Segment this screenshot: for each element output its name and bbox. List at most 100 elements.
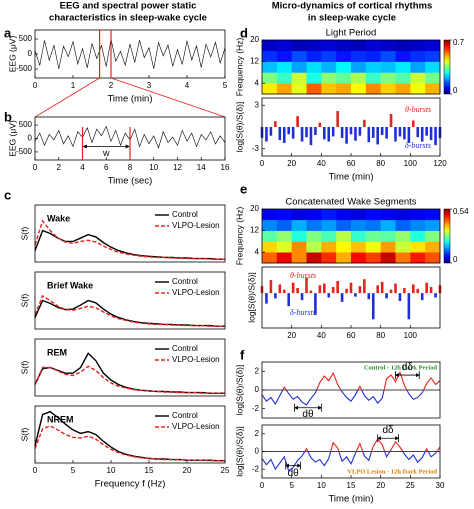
legend-label: VLPO-Lesion [172,355,220,364]
heatmap-cell [395,40,411,52]
heatmap-cell [262,40,278,52]
heatmap-cell [336,40,352,52]
heatmap-cell [306,83,322,95]
heatmap-cell [365,40,381,52]
right-title: in sleep-wake cycle [308,13,396,24]
heatmap-cell [351,252,367,264]
heatmap-cell [425,40,441,52]
x-tick-label: 5 [71,466,76,475]
heatmap-cell [351,61,367,73]
x-tick-label: 20 [376,481,385,490]
x-tick-label: 20 [287,159,296,168]
heatmap-cell [410,40,426,52]
heatmap-cell [276,61,292,73]
heatmap-cell [410,50,426,62]
heatmap-cell [262,230,278,242]
heatmap-cell [380,219,396,231]
burst-label: θ-bursts [405,105,431,114]
x-tick-label: 16 [221,163,230,172]
heatmap-cell [306,252,322,264]
burst-label: δ-bursts [290,308,316,317]
heatmap-cell [336,252,352,264]
panel-label: b [4,109,12,124]
y-axis-label: log[S(θ)/S(δ)] [234,102,244,153]
x-tick-label: 60 [347,159,356,168]
x-tick-label: 0 [33,466,38,475]
chart-title: Concatenated Wake Segments [285,197,416,208]
panel-label: f [240,347,245,362]
heatmap-cell [425,252,441,264]
condition-label: Wake [47,213,70,223]
colorbar [443,208,451,264]
trace-line [34,38,226,70]
x-axis-label: Frequency f (Hz) [95,479,166,490]
heatmap-cell [291,230,307,242]
heatmap-cell [380,241,396,253]
colorbar-label: 0 [453,255,458,264]
y-axis-label: EEG (μV) [7,36,17,73]
heatmap-cell [291,219,307,231]
y-tick-label: 500 [19,120,33,129]
heatmap-cell [410,209,426,221]
interval-label: dδ [383,425,395,436]
interval-label: dδ [402,362,414,373]
x-tick-label: 5 [289,481,294,490]
trace-line [261,438,441,472]
colorbar [443,39,451,95]
spectrum-line [34,229,225,260]
heatmap-cell [262,219,278,231]
heatmap-cell [336,50,352,62]
x-tick-label: 80 [376,159,385,168]
y-tick-label: 4 [255,247,260,256]
heatmap-cell [395,219,411,231]
heatmap-cell [395,241,411,253]
heatmap-cell [306,230,322,242]
heatmap-cell [336,72,352,84]
heatmap-cell [276,83,292,95]
y-tick-label: 4 [255,78,260,87]
heatmap-cell [336,230,352,242]
heatmap-cell [276,50,292,62]
x-tick-label: 40 [317,331,326,340]
x-tick-label: 2 [57,163,62,172]
x-axis-label: Time (min) [328,172,373,183]
panel-label: a [4,25,12,40]
heatmap-cell [425,230,441,242]
heatmap-cell [321,83,337,95]
y-axis-label: S(f) [19,360,29,374]
heatmap-cell [351,40,367,52]
panel-label: d [240,25,248,40]
condition-label: NREM [47,414,74,424]
x-tick-label: 15 [347,481,356,490]
heatmap-cell [380,40,396,52]
y-tick-label: -2 [252,404,260,413]
y-tick-label: 12 [250,226,259,235]
heatmap-cell [425,50,441,62]
heatmap-cell [291,40,307,52]
heatmap-cell [351,241,367,253]
heatmap-cell [291,252,307,264]
heatmap-cell [276,219,292,231]
colorbar-label: 0.7 [453,38,465,47]
colorbar-label: 0 [453,86,458,95]
x-axis-label: Time (sec) [108,176,153,187]
y-tick-label: -3 [252,144,260,153]
heatmap-cell [365,50,381,62]
heatmap-cell [365,241,381,253]
heatmap-cell [365,219,381,231]
legend-label: Control [172,411,198,420]
spectrum-line [34,294,225,327]
heatmap-cell [306,50,322,62]
interval-label: dθ [302,409,314,420]
x-tick-label: 60 [347,331,356,340]
heatmap-cell [365,61,381,73]
x-tick-label: 15 [145,466,154,475]
legend-label: Control [172,210,198,219]
heatmap-cell [321,230,337,242]
heatmap-cell [291,241,307,253]
plot-frame [34,338,226,397]
y-tick-label: -500 [16,147,33,156]
heatmap-cell [365,252,381,264]
period-note: Control - 12h Dark Period [364,364,438,371]
